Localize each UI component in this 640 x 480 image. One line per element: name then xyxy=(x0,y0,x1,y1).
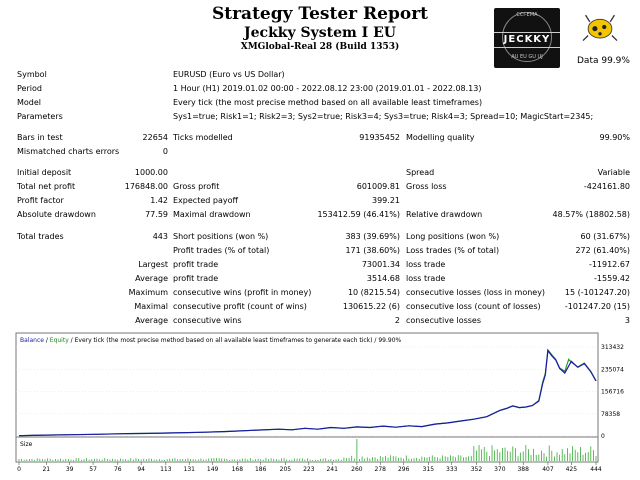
size-label: Size xyxy=(20,441,33,448)
stat-row-net-profit: Total net profit 176848.00 Gross profit … xyxy=(17,182,630,191)
x-tick-label: 21 xyxy=(42,466,50,473)
logo-bottom-text: AU EU GU UJ xyxy=(511,54,543,60)
stat-row-drawdown: Absolute drawdown 77.59 Maximal drawdown… xyxy=(17,210,630,219)
stat-row-deposit: Initial deposit 1000.00 Spread Variable xyxy=(17,168,630,177)
x-tick-label: 0 xyxy=(17,466,21,473)
x-tick-label: 425 xyxy=(566,466,578,473)
x-tick-label: 205 xyxy=(280,466,292,473)
logo-top-text: CCI-EMA xyxy=(516,12,538,18)
y-tick-label: 78358 xyxy=(601,411,620,418)
x-tick-label: 241 xyxy=(326,466,338,473)
x-tick-label: 168 xyxy=(232,466,244,473)
stat-row-profit-trades: Profit trades (% of total) 171 (38.60%) … xyxy=(173,246,630,255)
stat-row-profit-factor: Profit factor 1.42 Expected payoff 399.2… xyxy=(17,196,400,205)
x-tick-label: 260 xyxy=(351,466,363,473)
stat-row-average-consecutive: Average consecutive wins 2 consecutive l… xyxy=(135,316,630,325)
y-tick-label: 235074 xyxy=(601,366,624,373)
server-build: XMGlobal-Real 28 (Build 1353) xyxy=(240,42,400,52)
data-quality-badge: Data 99.9% xyxy=(577,56,630,66)
stat-row-mismatch: Mismatched charts errors 0 xyxy=(17,147,168,156)
x-tick-label: 76 xyxy=(114,466,122,473)
setting-row-parameters: Parameters Sys1=true; Risk1=1; Risk2=3; … xyxy=(17,112,594,121)
logo-name-text: JECKKY xyxy=(494,32,560,48)
y-tick-label: 313432 xyxy=(601,344,624,351)
stat-row-average: Average profit trade 3514.68 loss trade … xyxy=(135,274,630,283)
stat-row-maximum: Maximum consecutive wins (profit in mone… xyxy=(128,288,630,297)
jeckky-logo: CCI-EMA JECKKY AU EU GU UJ xyxy=(494,8,560,68)
legend-balance: Balance xyxy=(20,337,44,344)
x-tick-label: 131 xyxy=(184,466,196,473)
x-tick-label: 39 xyxy=(66,466,74,473)
x-tick-label: 315 xyxy=(423,466,435,473)
svg-text:Balance / Equity / Every tick: Balance / Equity / Every tick (the most … xyxy=(20,337,402,344)
y-tick-label: 156716 xyxy=(601,389,624,396)
x-tick-label: 223 xyxy=(303,466,315,473)
x-tick-label: 352 xyxy=(471,466,483,473)
stat-row-largest: Largest profit trade 73001.34 loss trade… xyxy=(138,260,630,269)
x-tick-label: 388 xyxy=(517,466,529,473)
x-tick-label: 278 xyxy=(375,466,387,473)
x-tick-label: 407 xyxy=(542,466,554,473)
series-balance-line xyxy=(18,348,597,437)
legend-description: / Every tick (the most precise method ba… xyxy=(69,337,402,344)
x-tick-label: 57 xyxy=(89,466,97,473)
setting-row-period: Period 1 Hour (H1) 2019.01.02 00:00 - 20… xyxy=(17,84,482,93)
setting-row-model: Model Every tick (the most precise metho… xyxy=(17,98,483,107)
legend-equity: Equity xyxy=(50,337,69,344)
x-tick-label: 94 xyxy=(137,466,145,473)
bug-icon xyxy=(582,14,618,42)
report-title: Strategy Tester Report xyxy=(211,4,429,24)
stat-row-total-trades: Total trades 443 Short positions (won %)… xyxy=(17,232,630,241)
x-tick-label: 333 xyxy=(446,466,458,473)
x-tick-label: 444 xyxy=(590,466,602,473)
x-tick-label: 370 xyxy=(494,466,506,473)
stat-row-maximal: Maximal consecutive profit (count of win… xyxy=(134,302,630,311)
x-tick-label: 296 xyxy=(398,466,410,473)
report-subtitle: Jeckky System I EU xyxy=(244,25,396,41)
stat-row-bars: Bars in test 22654 Ticks modelled 919354… xyxy=(17,133,630,142)
x-tick-label: 149 xyxy=(207,466,219,473)
setting-row-symbol: Symbol EURUSD (Euro vs US Dollar) xyxy=(17,70,285,79)
y-tick-label: 0 xyxy=(601,433,605,440)
x-tick-label: 186 xyxy=(255,466,267,473)
x-tick-label: 113 xyxy=(160,466,172,473)
